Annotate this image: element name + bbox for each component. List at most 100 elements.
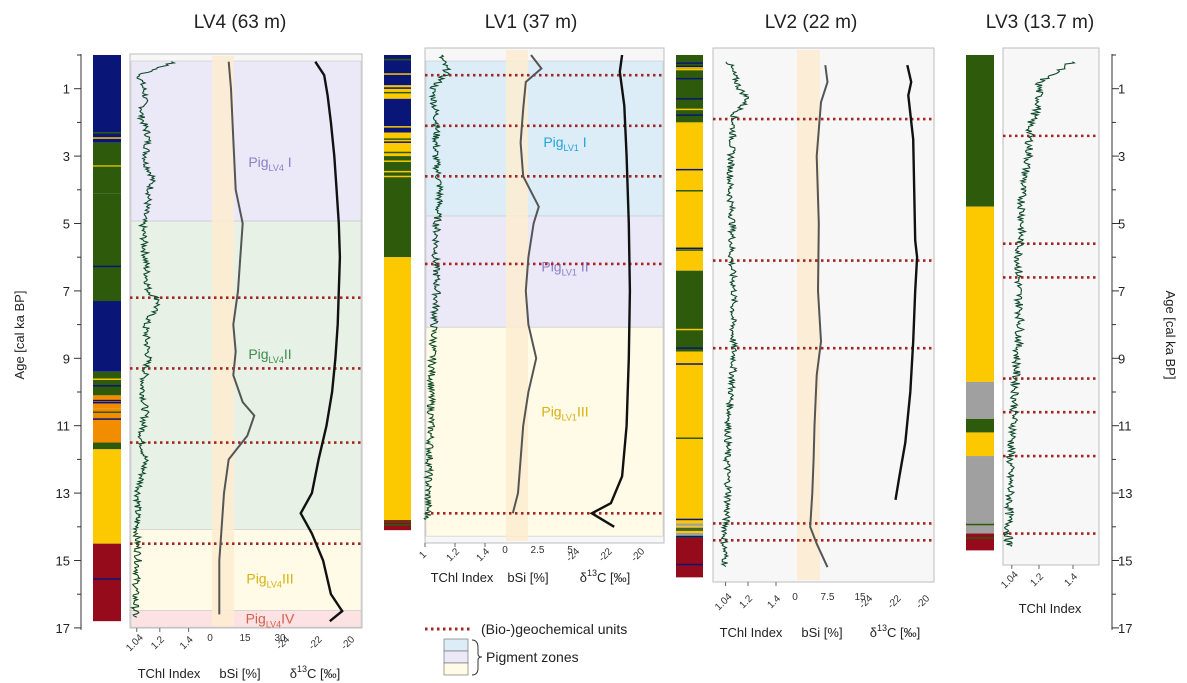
tchl-tick-label: 1.04	[999, 569, 1021, 591]
age-tick-label: 11	[57, 419, 71, 434]
bsi-tick-label: 5	[567, 545, 573, 556]
bsi-band	[797, 50, 820, 580]
tchl-tick-label: 1.2	[737, 593, 755, 611]
zone-label: PigLV4II	[248, 346, 291, 365]
bsi-tick-label: 0	[502, 545, 508, 556]
panel-title: LV2 (22 m)	[765, 12, 858, 33]
bsi-series-line	[511, 54, 543, 514]
pigment-thin-band	[676, 483, 703, 485]
age-tick-label: 17	[56, 621, 70, 636]
pigment-thin-band	[93, 165, 121, 167]
d13c-tick-label: -20	[339, 634, 357, 652]
bsi-tick-label: 0	[792, 592, 798, 603]
pigment-thin-band	[93, 411, 121, 413]
pigment-thin-band	[966, 523, 994, 526]
tchl-series-line	[719, 61, 750, 567]
d13c-tick-label: -20	[914, 593, 932, 611]
pigment-thin-band	[384, 170, 411, 173]
pigment-bar-segment	[966, 381, 994, 419]
pigment-thin-band	[676, 328, 703, 331]
d13c-tick-label: -20	[629, 546, 647, 564]
pigment-thin-band	[676, 363, 703, 365]
pigment-zone	[425, 326, 664, 537]
pigment-thin-band	[676, 529, 703, 532]
pigment-bar-segment	[966, 432, 994, 457]
pigment-zone	[130, 60, 362, 222]
pigment-thin-band	[93, 385, 121, 387]
legend-zone-swatch	[443, 650, 469, 664]
pigment-bar-segment	[93, 408, 121, 443]
legend-zone-swatch	[443, 638, 469, 652]
d13c-series-line	[894, 64, 919, 500]
pigment-thin-band	[93, 132, 121, 134]
pigment-zone	[130, 610, 362, 628]
pigment-thin-band	[676, 168, 703, 171]
tchl-tick-label: 1.04	[713, 591, 735, 613]
age-tick-label: 13	[1118, 486, 1132, 501]
pigment-bar-segment	[676, 270, 703, 352]
pigment-bar-segment	[676, 122, 703, 271]
pigment-thin-band	[676, 279, 703, 281]
pigment-bar-segment	[93, 301, 121, 372]
d13c-tick-label: -22	[307, 634, 325, 652]
d13c-series-line	[589, 54, 632, 528]
panel-title: LV1 (37 m)	[485, 12, 578, 33]
pigment-thin-band	[384, 151, 411, 154]
age-tick-label: 7	[1118, 284, 1125, 299]
age-tick-label: 15	[56, 554, 70, 569]
tchl-tick-label: 1.2	[444, 546, 462, 564]
pigment-thin-band	[676, 107, 703, 109]
pigment-zone	[130, 220, 362, 530]
pigment-bar-segment	[93, 55, 121, 143]
pigment-thin-band	[676, 530, 703, 533]
d13c-series-line	[299, 61, 344, 623]
pigment-thin-band	[384, 521, 411, 523]
pigment-thin-band	[384, 87, 411, 89]
plot-frame	[712, 47, 935, 583]
bsi-axis-label: bSi [%]	[219, 666, 260, 681]
panel-lv3: LV3 (13.7 m) 1.04 1.2 1.4 TChl Index	[966, 12, 1100, 616]
bsi-tick-label: 15	[239, 633, 251, 644]
tchl-tick-label: 1.4	[765, 593, 783, 611]
tchl-series-line	[129, 61, 177, 618]
bsi-tick-label: 2.5	[531, 545, 545, 556]
pigment-bar-segment	[93, 142, 121, 194]
pigment-thin-band	[676, 114, 703, 116]
pigment-thin-band	[93, 578, 121, 580]
pigment-bar-segment	[966, 55, 994, 207]
pigment-thin-band	[384, 107, 411, 109]
pigment-thin-band	[384, 126, 411, 128]
panel-lv4: LV4 (63 m) PigLV4 I PigLV4II PigLV4III PigLV…	[93, 12, 363, 681]
pigment-bar-segment	[93, 193, 121, 302]
d13c-axis-label: δ13C [‰]	[580, 568, 631, 585]
age-tick-label: 3	[1118, 149, 1125, 164]
pigment-bar-segment	[966, 206, 994, 382]
pigment-thin-band	[676, 518, 703, 521]
tchl-tick-label: 1.2	[1028, 571, 1046, 589]
bsi-band	[212, 56, 234, 626]
tchl-tick-label: 1.4	[178, 634, 196, 652]
bsi-series-line	[809, 64, 829, 568]
pigment-thin-band	[676, 98, 703, 100]
tchl-series-line	[422, 54, 452, 521]
pigment-thin-band	[93, 265, 121, 268]
tchl-tick-label: 1.4	[474, 546, 492, 564]
age-tick-label: 17	[1118, 621, 1132, 636]
bsi-tick-label: 30	[274, 633, 286, 644]
pigment-bar-segment	[93, 543, 121, 622]
pigment-zone	[425, 215, 664, 328]
bsi-tick-label: 0	[207, 633, 213, 644]
pigment-thin-band	[93, 444, 121, 447]
age-axis-label-right: Age [cal ka BP]	[1163, 291, 1178, 380]
pigment-thin-band	[93, 401, 121, 404]
legend-zones-label: Pigment zones	[486, 649, 579, 665]
age-axis-label-left: Age [cal ka BP]	[12, 291, 27, 380]
pigment-bar-segment	[676, 536, 703, 578]
pigment-thin-band	[676, 190, 703, 192]
age-tick-label: 5	[63, 217, 70, 232]
pigment-thin-band	[966, 537, 994, 539]
d13c-tick-label: -22	[886, 593, 904, 611]
pigment-thin-band	[93, 399, 121, 402]
